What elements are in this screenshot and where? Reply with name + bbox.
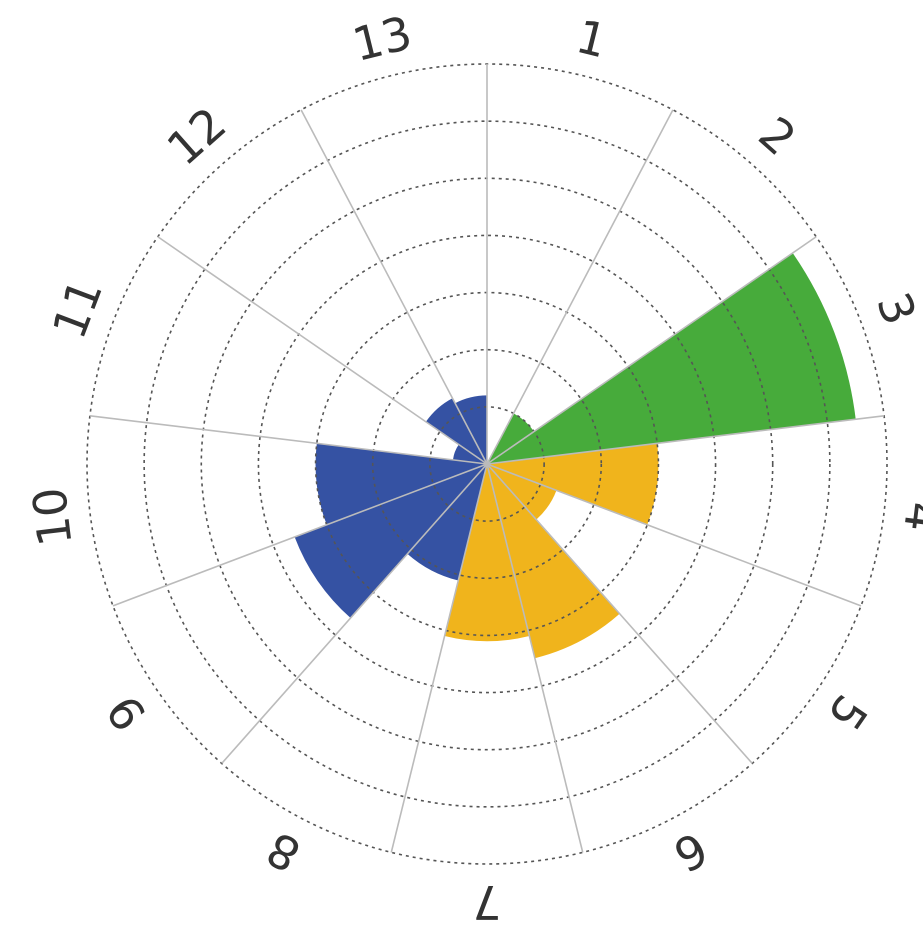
bar-12-series-2 [425,398,487,464]
bar-4-series-0 [487,443,659,525]
bar-2-series-1 [487,413,535,464]
grid-spoke [486,414,885,465]
tick-label-4: 4 [893,499,923,535]
bar-3-series-1 [487,253,856,464]
tick-label-1: 1 [571,9,612,68]
tick-label-7: 7 [472,875,501,929]
tick-label-5: 5 [817,685,878,740]
grid-spoke [390,463,488,853]
tick-label-2: 2 [749,106,807,166]
grid-spoke [486,463,584,853]
grid-layer [86,63,888,865]
tick-label-3: 3 [866,285,923,332]
bar-9-series-2 [294,464,487,618]
grid-spoke [157,236,488,465]
grid-spoke [221,463,488,764]
grid-spoke [486,463,753,764]
bar-10-series-2 [315,443,487,525]
tick-label-13: 13 [347,6,417,72]
bar-5-series-0 [487,464,557,520]
grid-spoke [89,414,488,465]
bar-13-series-2 [455,395,487,464]
grid-spoke [486,109,674,465]
tick-label-11: 11 [42,272,113,346]
grid-circle [371,348,603,580]
bar-6-series-0 [487,464,620,659]
grid-spoke [486,463,862,607]
bar-8-series-2 [407,464,487,581]
grid-circle [143,120,831,808]
tick-label-6: 6 [665,821,716,882]
bar-7-series-0 [444,464,530,642]
grid-spoke [300,109,488,465]
bars-layer [294,253,856,659]
grid-circle [257,234,717,694]
grid-spoke [112,463,488,607]
tick-label-10: 10 [22,484,83,549]
grid-spoke [486,236,817,465]
tick-label-9: 9 [96,685,157,740]
bar-11-series-2 [452,444,487,464]
tick-label-12: 12 [157,97,237,176]
tick-label-8: 8 [258,821,309,882]
